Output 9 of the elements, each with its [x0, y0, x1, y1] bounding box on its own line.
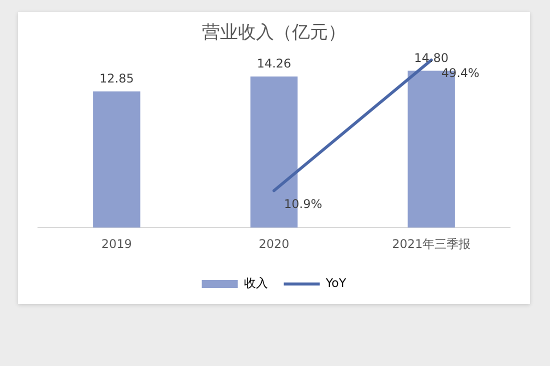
data-label: 14.80 — [414, 50, 449, 65]
chart-title: 营业收入（亿元） — [201, 21, 347, 44]
data-label: 14.26 — [256, 56, 292, 71]
legend-label: YoY — [324, 276, 347, 290]
x-tick-label: 2019 — [101, 236, 132, 251]
data-label: 12.85 — [99, 72, 134, 86]
x-tick-label: 2021年三季报 — [392, 236, 471, 251]
x-tick-label: 2020 — [258, 236, 290, 251]
legend-label: 收入 — [244, 276, 268, 290]
